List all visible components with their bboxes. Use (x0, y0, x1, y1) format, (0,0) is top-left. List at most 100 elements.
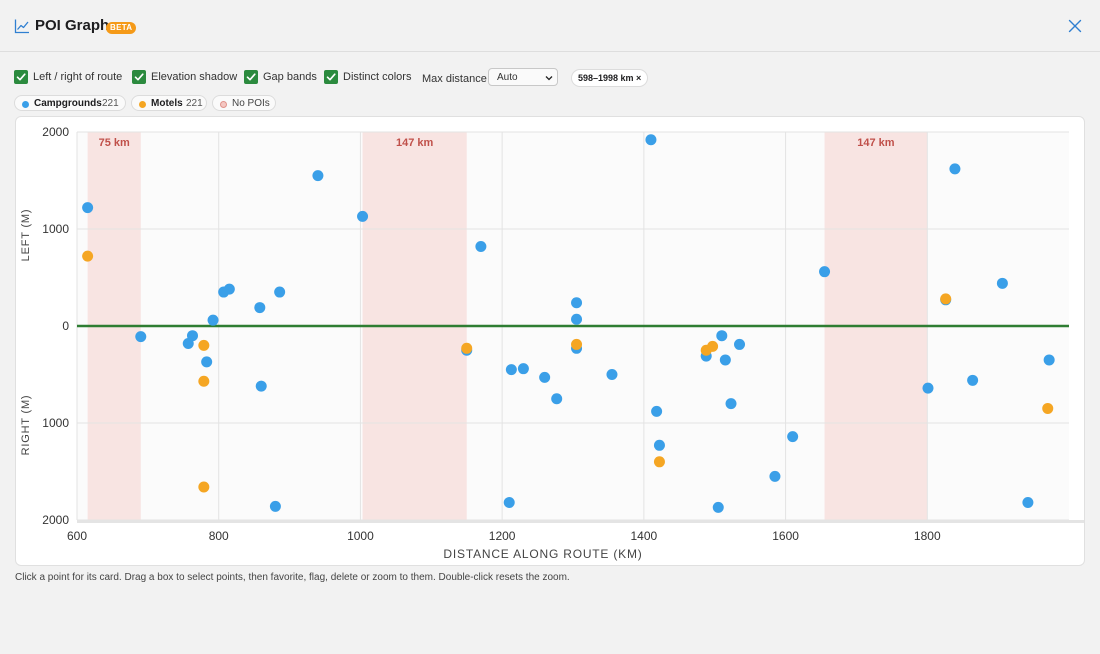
campgrounds-point[interactable] (269, 500, 281, 512)
campgrounds-point[interactable] (996, 277, 1008, 289)
x-axis-label: DISTANCE ALONG ROUTE (KM) (443, 547, 642, 561)
chevron-down-icon (545, 76, 553, 81)
legend-no-pois[interactable]: No POIs (212, 95, 276, 111)
campgrounds-point[interactable] (716, 330, 728, 342)
range-filter-chip[interactable]: 598–1998 km × (571, 69, 649, 87)
campgrounds-point[interactable] (223, 283, 235, 295)
campgrounds-point[interactable] (967, 374, 979, 386)
poi-scatter-chart[interactable]: 75 km 147 km 147 km 600 800 1000 1200 1400 1600 1… (16, 117, 1084, 565)
motels-point[interactable] (1042, 402, 1054, 414)
campgrounds-point[interactable] (274, 286, 286, 298)
gap-band-label: 75 km (99, 137, 130, 149)
legend: Campgrounds 221 Motels 221 No POIs (14, 95, 614, 112)
y-tick-label: 1000 (42, 222, 69, 236)
campgrounds-point[interactable] (517, 363, 529, 375)
campgrounds-point[interactable] (539, 371, 551, 383)
legend-name: Campgrounds (34, 98, 102, 109)
y-axis-label-right: RIGHT (M) (20, 395, 32, 456)
campgrounds-point[interactable] (734, 338, 746, 350)
x-tick-label: 1800 (914, 529, 941, 543)
campgrounds-point[interactable] (719, 354, 731, 366)
y-tick-label: 2000 (42, 125, 69, 139)
campgrounds-point[interactable] (186, 330, 198, 342)
legend-name: No POIs (232, 98, 270, 109)
legend-count: 221 (102, 98, 119, 109)
campgrounds-point[interactable] (645, 134, 657, 146)
chart-frame: 75 km 147 km 147 km 600 800 1000 1200 1400 1600 1… (15, 116, 1085, 566)
campgrounds-point[interactable] (819, 266, 831, 278)
campgrounds-point[interactable] (357, 210, 369, 222)
campgrounds-point[interactable] (312, 170, 324, 182)
campgrounds-point[interactable] (725, 398, 737, 410)
checkmark-icon (134, 73, 144, 81)
campgrounds-point[interactable] (201, 356, 213, 368)
campgrounds-point[interactable] (787, 431, 799, 443)
campgrounds-point[interactable] (712, 501, 724, 513)
motels-point[interactable] (571, 338, 583, 350)
x-tick-label: 600 (67, 529, 87, 543)
campgrounds-point[interactable] (207, 314, 219, 326)
campgrounds-point[interactable] (135, 331, 147, 343)
campgrounds-point[interactable] (922, 382, 934, 394)
x-tick-label: 1400 (631, 529, 658, 543)
close-icon[interactable] (1066, 17, 1084, 35)
max-distance-label: Max distance (422, 73, 487, 85)
elevation-shadow (77, 520, 1084, 523)
motels-point[interactable] (653, 456, 665, 468)
x-tick-label: 1000 (347, 529, 374, 543)
legend-motels[interactable]: Motels 221 (131, 95, 207, 111)
motels-point[interactable] (461, 342, 473, 354)
campgrounds-point[interactable] (255, 380, 267, 392)
motels-point[interactable] (707, 340, 719, 352)
checkmark-icon (246, 73, 256, 81)
graph-controls: Left / right of route Elevation shadow G… (14, 68, 1094, 88)
checkbox-label: Distinct colors (343, 71, 412, 83)
checkbox-label: Elevation shadow (151, 71, 238, 83)
motels-point[interactable] (940, 293, 952, 305)
campgrounds-point[interactable] (769, 470, 781, 482)
x-tick-label: 1600 (772, 529, 799, 543)
gap-band-label: 147 km (396, 137, 434, 149)
campgrounds-point[interactable] (475, 240, 487, 252)
checkbox-checked[interactable] (244, 70, 258, 84)
legend-count: 221 (186, 98, 203, 109)
motels-dot (139, 101, 146, 108)
checkbox-label: Left / right of route (33, 71, 123, 83)
campgrounds-point[interactable] (653, 439, 665, 451)
campgrounds-point[interactable] (606, 369, 618, 380)
hint-text: Click a point for its card. Drag a box t… (15, 572, 570, 583)
campgrounds-point[interactable] (82, 202, 94, 214)
dialog-title: POI Graph (35, 17, 110, 34)
line-chart-icon (14, 19, 29, 34)
y-tick-label: 1000 (42, 416, 69, 430)
campgrounds-point[interactable] (571, 297, 583, 309)
motels-point[interactable] (198, 339, 210, 351)
max-distance-value: Auto (497, 72, 518, 83)
y-tick-label: 2000 (42, 513, 69, 527)
checkbox-label: Gap bands (263, 71, 317, 83)
campgrounds-point[interactable] (551, 393, 563, 405)
motels-point[interactable] (82, 250, 94, 262)
max-distance-select[interactable]: Auto (488, 68, 558, 86)
beta-badge: BETA (106, 22, 137, 34)
campgrounds-point[interactable] (1022, 497, 1034, 509)
checkbox-checked[interactable] (324, 70, 338, 84)
checkmark-icon (326, 73, 336, 81)
campgrounds-point[interactable] (949, 163, 961, 175)
campgrounds-point[interactable] (254, 302, 266, 314)
motels-point[interactable] (198, 375, 210, 387)
campgrounds-point[interactable] (1043, 354, 1055, 366)
no-pois-dot (220, 101, 227, 108)
campgrounds-point[interactable] (503, 497, 515, 509)
checkbox-checked[interactable] (132, 70, 146, 84)
campgrounds-point[interactable] (651, 405, 663, 417)
campgrounds-point[interactable] (505, 364, 517, 376)
legend-campgrounds[interactable]: Campgrounds 221 (14, 95, 126, 111)
dialog-header: POI Graph BETA (0, 0, 1100, 52)
motels-point[interactable] (198, 481, 210, 493)
checkmark-icon (16, 73, 26, 81)
checkbox-checked[interactable] (14, 70, 28, 84)
campgrounds-point[interactable] (571, 313, 583, 325)
legend-name: Motels (151, 98, 183, 109)
x-tick-label: 800 (209, 529, 229, 543)
